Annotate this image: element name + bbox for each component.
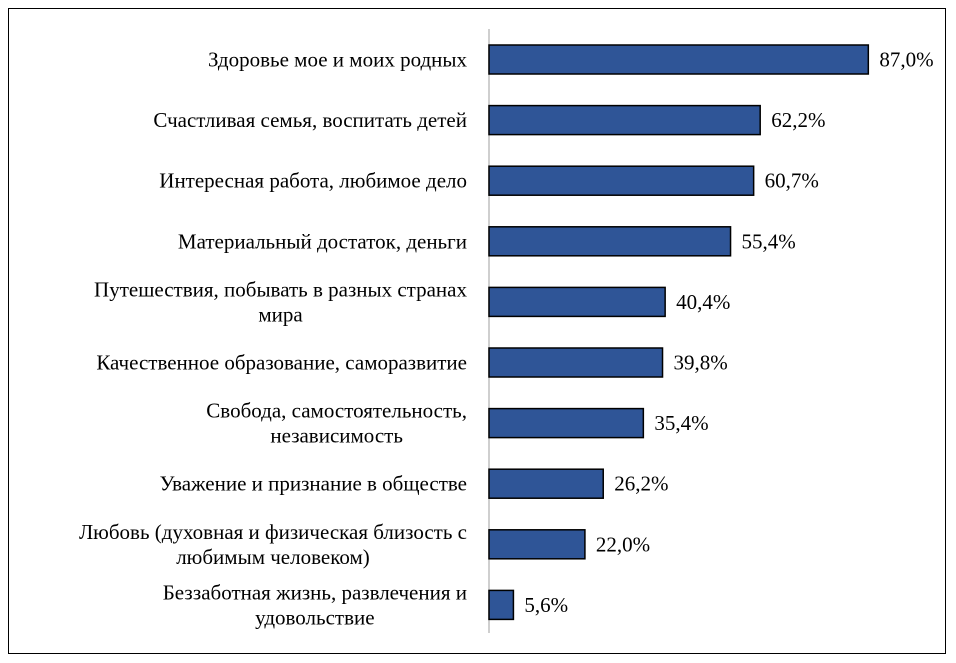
data-label: 35,4% xyxy=(654,411,708,435)
data-label: 26,2% xyxy=(614,472,668,496)
category-label-line: мира xyxy=(258,302,303,326)
data-label: 62,2% xyxy=(771,108,825,132)
bar xyxy=(488,44,870,75)
category-label-line: Свобода, самостоятельность, xyxy=(206,399,467,423)
chart-frame: Здоровье мое и моих родных Счастливая сем… xyxy=(8,8,946,654)
bar xyxy=(488,286,666,318)
category-label-line: Материальный достаток, деньги xyxy=(178,229,467,253)
data-label: 60,7% xyxy=(765,169,819,193)
bar xyxy=(488,226,732,257)
category-label-line: Беззаботная жизнь, развлечения и xyxy=(163,580,467,604)
bar xyxy=(488,347,664,378)
category-labels-group: Здоровье мое и моих родных Счастливая сем… xyxy=(79,48,468,630)
bar xyxy=(488,589,515,621)
data-label: 87,0% xyxy=(879,48,933,72)
data-label: 5,6% xyxy=(524,593,568,617)
bar xyxy=(488,165,755,196)
category-label: Качественное образование, саморазвитие xyxy=(96,351,467,375)
data-label: 39,8% xyxy=(674,351,728,375)
category-label-line: независимость xyxy=(270,424,403,448)
bar xyxy=(488,104,761,136)
category-label: Интересная работа, любимое дело xyxy=(159,169,467,193)
category-label: Уважение и признание в обществе xyxy=(160,472,467,496)
category-label: Здоровье мое и моих родных xyxy=(208,48,468,72)
bar xyxy=(488,407,645,439)
data-label: 55,4% xyxy=(742,229,796,253)
category-label: Счастливая семья, воспитать детей xyxy=(153,108,467,132)
bar-chart: Здоровье мое и моих родных Счастливая сем… xyxy=(79,29,934,633)
category-label-line: Любовь (духовная и физическая близость с xyxy=(79,520,467,544)
category-label-line: любимым человеком) xyxy=(176,545,370,569)
category-label-line: Здоровье мое и моих родных xyxy=(208,48,468,72)
bar xyxy=(488,468,604,499)
category-label: Свобода, самостоятельность, независимость xyxy=(206,399,467,448)
data-label: 40,4% xyxy=(676,290,730,314)
category-label: Беззаботная жизнь, развлечения и удовольс… xyxy=(163,580,467,629)
category-label: Любовь (духовная и физическая близость с… xyxy=(79,520,467,569)
category-label-line: удовольствие xyxy=(255,605,374,629)
bar xyxy=(488,529,586,560)
bars-group xyxy=(488,44,870,621)
category-label-line: Интересная работа, любимое дело xyxy=(159,169,467,193)
category-label-line: Качественное образование, саморазвитие xyxy=(96,351,467,375)
category-label-line: Путешествия, побывать в разных странах xyxy=(94,277,467,301)
value-labels-group: 87,0% 62,2% 60,7% 55,4% 40,4% 39,8% 35,4% 26,2%… xyxy=(524,48,933,617)
data-label: 22,0% xyxy=(596,532,650,556)
category-label-line: Уважение и признание в обществе xyxy=(160,472,467,496)
category-label: Материальный достаток, деньги xyxy=(178,229,467,253)
category-label: Путешествия, побывать в разных странах ми… xyxy=(94,277,467,326)
category-label-line: Счастливая семья, воспитать детей xyxy=(153,108,467,132)
